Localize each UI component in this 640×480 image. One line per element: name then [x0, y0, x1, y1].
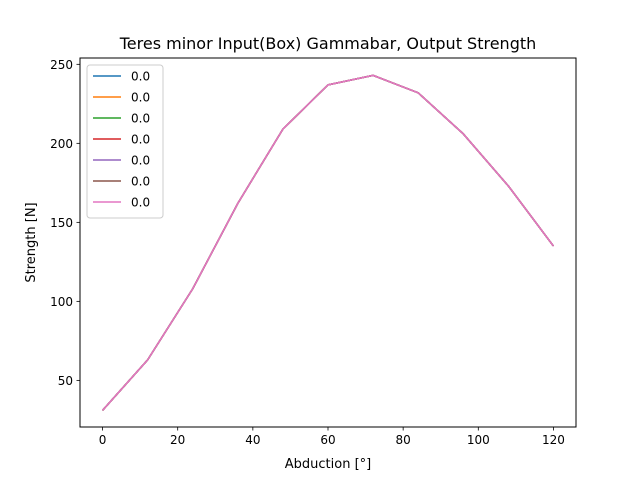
series-line-3 [101, 74, 555, 411]
x-axis-ticks: 0 20 40 60 80 100 120 [99, 427, 565, 447]
legend-label: 0.0 [131, 154, 150, 168]
y-tick-label: 250 [50, 58, 73, 72]
y-tick-label: 200 [50, 137, 73, 151]
y-tick-label: 50 [58, 374, 73, 388]
plot-frame [79, 57, 577, 428]
series-line-6 [101, 74, 555, 411]
series-line-5 [101, 74, 555, 411]
legend-label: 0.0 [131, 70, 150, 84]
x-axis-label: Abduction [°] [285, 457, 371, 472]
y-axis-ticks: 50 100 150 200 250 [50, 58, 80, 388]
series-layer [101, 74, 555, 411]
series-line-7 [101, 74, 555, 411]
series-line-1 [101, 74, 555, 411]
x-tick-label: 80 [396, 433, 411, 447]
legend-label: 0.0 [131, 133, 150, 147]
x-tick-label: 40 [245, 433, 260, 447]
legend-label: 0.0 [131, 91, 150, 105]
chart-title: Teres minor Input(Box) Gammabar, Output … [119, 34, 537, 53]
legend-label: 0.0 [131, 175, 150, 189]
x-tick-label: 100 [467, 433, 490, 447]
x-tick-label: 120 [542, 433, 565, 447]
series-line-2 [101, 74, 555, 411]
y-tick-label: 100 [50, 295, 73, 309]
legend-label: 0.0 [131, 112, 150, 126]
x-tick-label: 20 [170, 433, 185, 447]
x-tick-label: 0 [99, 433, 107, 447]
legend: 0.0 0.0 0.0 0.0 0.0 0.0 0.0 [86, 64, 164, 219]
legend-box [86, 64, 164, 219]
series-line-4 [101, 74, 555, 411]
y-axis-label: Strength [N] [24, 202, 39, 282]
y-tick-label: 150 [50, 216, 73, 230]
x-tick-label: 60 [320, 433, 335, 447]
legend-label: 0.0 [131, 196, 150, 210]
